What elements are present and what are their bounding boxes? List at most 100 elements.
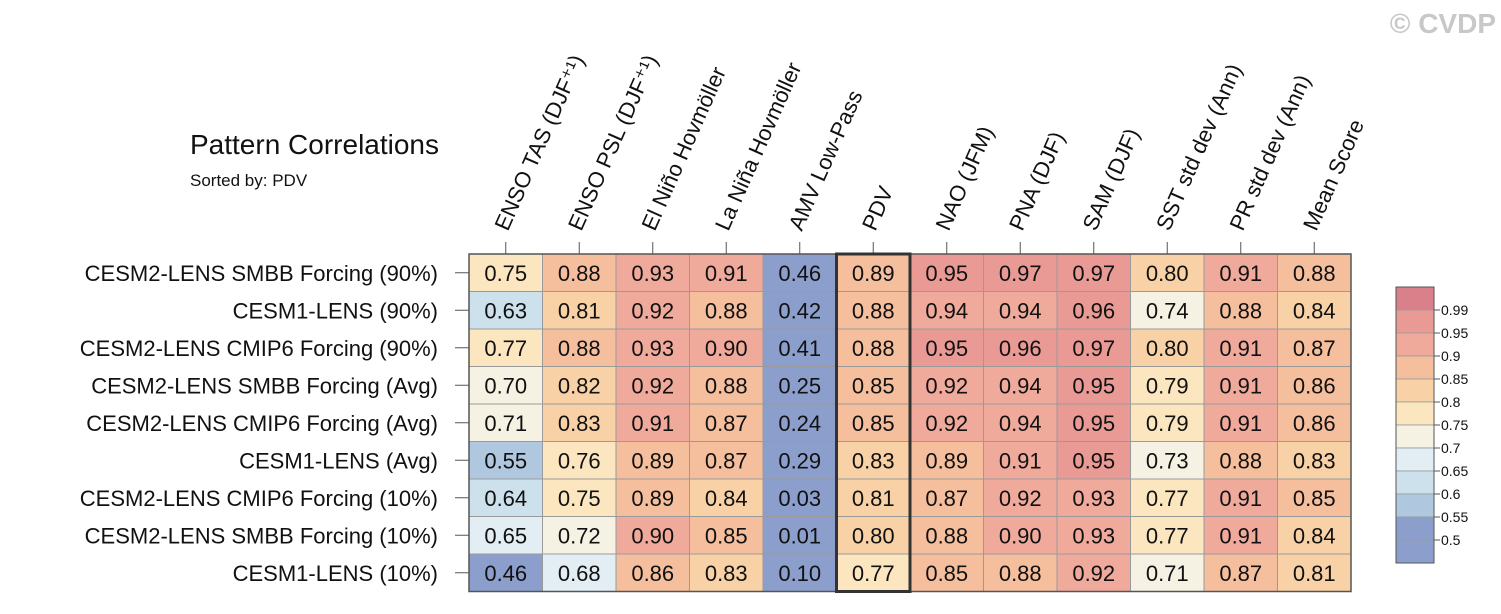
- cell-value-label: 0.90: [631, 523, 674, 548]
- cell-value-label: 0.85: [925, 561, 968, 586]
- cell-value-label: 0.91: [1219, 523, 1262, 548]
- cell-value-label: 0.80: [852, 523, 895, 548]
- cell-value-label: 0.25: [778, 373, 821, 398]
- heatmap-cell: [615, 403, 690, 442]
- heatmap-cell: [689, 516, 764, 555]
- cell-value-label: 0.94: [999, 298, 1042, 323]
- heatmap-cell: [1056, 478, 1131, 517]
- heatmap-cell: [1277, 553, 1352, 592]
- cell-value-label: 0.79: [1146, 411, 1189, 436]
- cell-value-label: 0.46: [778, 261, 821, 286]
- heatmap-cell: [1130, 478, 1205, 517]
- cell-value-label: 0.95: [1072, 373, 1115, 398]
- row-label: CESM1-LENS (10%): [233, 561, 438, 586]
- cell-value-label: 0.81: [558, 298, 601, 323]
- cell-value-label: 0.92: [631, 373, 674, 398]
- cell-value-label: 0.70: [484, 373, 527, 398]
- column-labels: ENSO TAS (DJF⁺¹)ENSO PSL (DJF⁺¹)El Niño …: [489, 51, 1369, 234]
- cell-value-label: 0.93: [631, 261, 674, 286]
- cell-value-label: 0.89: [631, 486, 674, 511]
- heatmap-cell: [836, 553, 911, 592]
- cell-value-label: 0.24: [778, 411, 821, 436]
- colorbar-segment: [1395, 493, 1435, 518]
- row-label: CESM1-LENS (Avg): [239, 448, 438, 473]
- column-label: PNA (DJF): [1004, 128, 1070, 234]
- row-label: CESM2-LENS SMBB Forcing (90%): [85, 261, 438, 286]
- cell-value-label: 0.65: [484, 523, 527, 548]
- cell-value-label: 0.10: [778, 561, 821, 586]
- column-label: AMV Low-Pass: [783, 86, 867, 234]
- heatmap-cell: [1277, 366, 1352, 405]
- cell-value-label: 0.29: [778, 448, 821, 473]
- row-label: CESM2-LENS CMIP6 Forcing (10%): [80, 486, 438, 511]
- cell-value-label: 0.86: [631, 561, 674, 586]
- heatmap-cell: [1056, 366, 1131, 405]
- cell-value-label: 0.85: [705, 523, 748, 548]
- colorbar: 0.99 0.95 0.9 0.85 0.8 0.75 0.7 0.65 0.6 0.55 0.5: [1395, 286, 1468, 564]
- chart-title: Pattern Correlations: [190, 129, 439, 160]
- heatmap-cell: [1130, 553, 1205, 592]
- cell-value-label: 0.95: [1072, 411, 1115, 436]
- cell-value-label: 0.91: [631, 411, 674, 436]
- cell-value-label: 0.91: [1219, 336, 1262, 361]
- colorbar-label: 0.65: [1441, 463, 1468, 479]
- heatmap-cell: [762, 516, 837, 555]
- cell-value-label: 0.91: [1219, 373, 1262, 398]
- cell-value-label: 0.91: [705, 261, 748, 286]
- cvdp-watermark: © CVDP: [1390, 8, 1496, 39]
- heatmap-cell: [836, 328, 911, 367]
- heatmap-cell: [1203, 516, 1278, 555]
- colorbar-label: 0.85: [1441, 371, 1468, 387]
- column-label: NAO (JFM): [930, 122, 998, 234]
- heatmap-cell: [1203, 441, 1278, 480]
- colorbar-segment: [1395, 355, 1435, 380]
- heatmap-cell: [468, 253, 543, 292]
- cell-value-label: 0.80: [1146, 336, 1189, 361]
- cell-value-label: 0.84: [705, 486, 748, 511]
- heatmap-cell: [1277, 291, 1352, 330]
- cell-value-label: 0.71: [1146, 561, 1189, 586]
- heatmap-cell: [468, 291, 543, 330]
- colorbar-label: 0.9: [1441, 348, 1461, 364]
- cell-value-label: 0.83: [1293, 448, 1336, 473]
- cell-value-label: 0.96: [1072, 298, 1115, 323]
- cell-value-label: 0.85: [852, 373, 895, 398]
- cell-value-label: 0.75: [484, 261, 527, 286]
- cell-value-label: 0.46: [484, 561, 527, 586]
- cell-value-label: 0.89: [852, 261, 895, 286]
- heatmap-cell: [468, 328, 543, 367]
- cell-value-label: 0.87: [705, 411, 748, 436]
- cell-value-label: 0.88: [1293, 261, 1336, 286]
- cell-value-label: 0.68: [558, 561, 601, 586]
- cell-value-label: 0.63: [484, 298, 527, 323]
- heatmap-cell: [762, 328, 837, 367]
- heatmap-cell: [689, 553, 764, 592]
- heatmap-cell: [983, 291, 1058, 330]
- colorbar-label: 0.95: [1441, 325, 1468, 341]
- cell-value-label: 0.84: [1293, 298, 1336, 323]
- cell-value-label: 0.87: [925, 486, 968, 511]
- cell-value-label: 0.83: [852, 448, 895, 473]
- heatmap-cell: [909, 516, 984, 555]
- heatmap-cell: [909, 291, 984, 330]
- heatmap-cell: [983, 328, 1058, 367]
- row-label: CESM2-LENS SMBB Forcing (Avg): [91, 373, 438, 398]
- colorbar-label: 0.75: [1441, 417, 1468, 433]
- heatmap-cell: [1130, 291, 1205, 330]
- column-label: Mean Score: [1298, 115, 1369, 234]
- colorbar-segment: [1395, 516, 1435, 541]
- heatmap-cell: [836, 366, 911, 405]
- cell-value-label: 0.86: [1293, 373, 1336, 398]
- heatmap-cell: [909, 441, 984, 480]
- cell-value-label: 0.77: [484, 336, 527, 361]
- cell-value-label: 0.93: [1072, 486, 1115, 511]
- heatmap-cell: [762, 291, 837, 330]
- heatmap-cell: [762, 366, 837, 405]
- cell-value-label: 0.90: [705, 336, 748, 361]
- cell-value-label: 0.85: [1293, 486, 1336, 511]
- cell-value-label: 0.87: [1293, 336, 1336, 361]
- cell-value-label: 0.74: [1146, 298, 1189, 323]
- cell-value-label: 0.82: [558, 373, 601, 398]
- cell-value-label: 0.75: [558, 486, 601, 511]
